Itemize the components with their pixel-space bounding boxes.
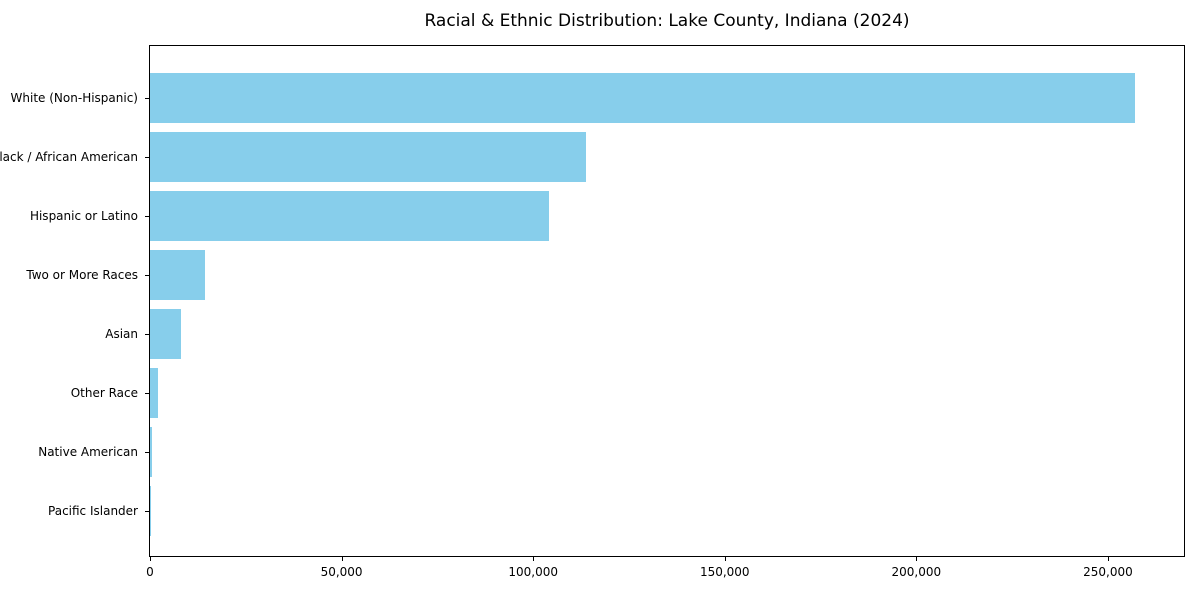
x-axis: 0 50,000 100,000 150,000 200,000 250,000 [146,557,1184,592]
y-tick-label-native-american: Native American [38,444,138,459]
x-tick-mark [1107,557,1109,561]
y-tick-mark [145,156,149,158]
bar-native-american [150,426,152,477]
x-tick-label-0: 0 [146,565,154,579]
x-tick-label-200-000: 200,000 [891,565,942,579]
y-tick-mark [145,97,149,99]
bar-asian [150,308,181,359]
y-tick-label-two-or-more-races: Two or More Races [26,267,138,282]
x-tick-mark [533,557,535,561]
bar-other-race [150,367,159,418]
y-tick-label-asian: Asian [105,326,138,341]
y-tick-mark [145,392,149,394]
y-tick-mark [145,451,149,453]
x-tick-label-150-000: 150,000 [699,565,750,579]
y-tick-label-hispanic-or-latino: Hispanic or Latino [29,208,138,223]
y-tick-mark [145,274,149,276]
x-tick-mark [916,557,918,561]
y-tick-label-white-non-hispanic: White (Non-Hispanic) [10,90,138,105]
x-tick-label-100-000: 100,000 [508,565,558,579]
y-tick-mark [145,215,149,217]
y-tick-mark [145,510,149,512]
bar-two-or-more-races [150,249,205,300]
bar-black-african-american [150,131,586,182]
y-tick-label-other-race: Other Race [70,385,138,400]
x-tick-mark [724,557,726,561]
x-tick-label-50-000: 50,000 [320,565,363,579]
y-tick-label-black-african-american: Black / African American [0,149,138,164]
x-tick-mark [341,557,343,561]
x-tick-label-250-000: 250,000 [1083,565,1133,579]
plot-area [149,45,1185,557]
chart-title: Racial & Ethnic Distribution: Lake Count… [424,11,910,31]
bar-white-non-hispanic [150,72,1135,123]
x-tick-mark [150,557,151,561]
bar-hispanic-or-latino [150,190,550,241]
y-axis: White (Non-Hispanic) Black / African Amer… [0,46,149,556]
y-tick-mark [145,333,149,335]
y-tick-label-pacific-islander: Pacific Islander [48,503,138,518]
